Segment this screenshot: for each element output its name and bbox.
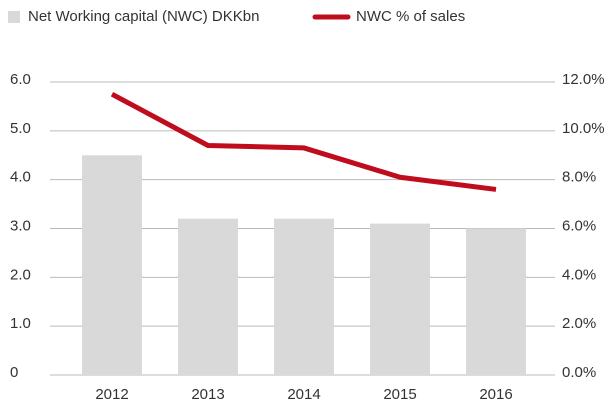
- y-tick-label: 1.0: [10, 315, 31, 332]
- y2-tick-label: 4.0%: [562, 266, 596, 283]
- bar: [82, 155, 142, 375]
- y2-tick-label: 8.0%: [562, 169, 596, 186]
- y2-tick-label: 6.0%: [562, 217, 596, 234]
- y-tick-label: 2.0: [10, 266, 31, 283]
- line: [110, 92, 497, 192]
- y-tick-label: 3.0: [10, 217, 31, 234]
- y-tick-label: 4.0: [10, 169, 31, 186]
- bar: [274, 218, 334, 375]
- x-tick-label: 2015: [383, 386, 416, 403]
- y2-tick-label: 2.0%: [562, 315, 596, 332]
- legend-label: Net Working capital (NWC) DKKbn: [28, 8, 259, 25]
- x-tick-label: 2012: [95, 386, 128, 403]
- legend-label: NWC % of sales: [356, 8, 465, 25]
- y-tick-label: 5.0: [10, 120, 31, 137]
- y-tick-label: 0: [10, 364, 18, 381]
- x-tick-label: 2016: [479, 386, 512, 403]
- x-tick-label: 2013: [191, 386, 224, 403]
- y2-tick-label: 0.0%: [562, 364, 596, 381]
- y2-tick-label: 10.0%: [562, 120, 605, 137]
- y2-tick-label: 12.0%: [562, 71, 605, 88]
- legend-swatch: [8, 11, 20, 23]
- bar: [370, 223, 430, 375]
- x-tick-label: 2014: [287, 386, 320, 403]
- bar: [466, 228, 526, 375]
- y-tick-label: 6.0: [10, 71, 31, 88]
- bar: [178, 218, 238, 375]
